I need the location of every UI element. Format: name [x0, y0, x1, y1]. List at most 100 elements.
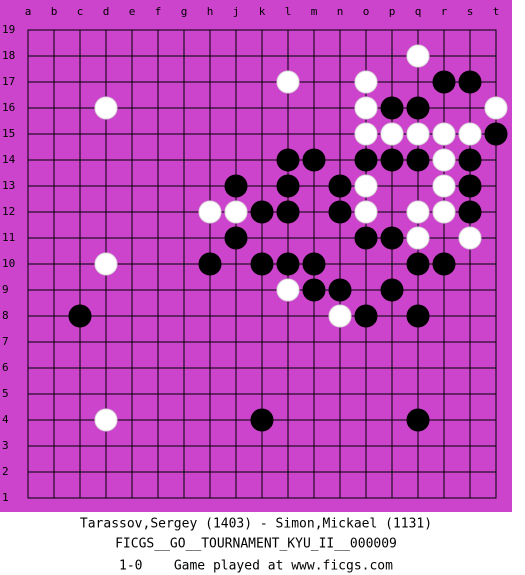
column-label: k [259, 5, 266, 18]
column-label: h [207, 5, 214, 18]
column-label: a [25, 5, 32, 18]
stone [68, 304, 92, 328]
stone [432, 148, 456, 172]
stone [458, 200, 482, 224]
row-label: 17 [2, 75, 15, 88]
column-label: s [467, 5, 474, 18]
row-label: 4 [2, 413, 9, 426]
row-label: 18 [2, 49, 15, 62]
stone [406, 96, 430, 120]
stone [458, 174, 482, 198]
stone [276, 252, 300, 276]
stone [276, 148, 300, 172]
row-label: 10 [2, 257, 15, 270]
stone [94, 408, 118, 432]
stone [276, 70, 300, 94]
stone [406, 148, 430, 172]
row-label: 13 [2, 179, 15, 192]
event: FICGS__GO__TOURNAMENT_KYU_II__000009 [115, 537, 397, 552]
row-label: 9 [2, 283, 9, 296]
column-label: o [363, 5, 370, 18]
stone [484, 122, 508, 146]
stone [458, 122, 482, 146]
stone [432, 252, 456, 276]
stone [354, 70, 378, 94]
stone [406, 122, 430, 146]
stone [380, 122, 404, 146]
stone [328, 200, 352, 224]
column-label: t [493, 5, 500, 18]
row-label: 5 [2, 387, 9, 400]
stone [484, 96, 508, 120]
stone [354, 226, 378, 250]
row-label: 19 [2, 23, 15, 36]
stone [354, 174, 378, 198]
stone [380, 226, 404, 250]
column-label: e [129, 5, 136, 18]
column-label: c [77, 5, 84, 18]
stone [380, 278, 404, 302]
column-label: p [389, 5, 396, 18]
stone [458, 70, 482, 94]
stone [224, 174, 248, 198]
stone [94, 96, 118, 120]
stone [250, 252, 274, 276]
row-label: 8 [2, 309, 9, 322]
stone [250, 408, 274, 432]
row-label: 1 [2, 491, 9, 504]
stone [458, 226, 482, 250]
row-label: 11 [2, 231, 15, 244]
column-label: j [233, 5, 240, 18]
stone [406, 44, 430, 68]
stone [224, 200, 248, 224]
column-label: m [311, 5, 318, 18]
column-label: d [103, 5, 110, 18]
stone [224, 226, 248, 250]
row-label: 2 [2, 465, 9, 478]
column-label: b [51, 5, 58, 18]
column-label: r [441, 5, 448, 18]
stone [406, 252, 430, 276]
stone [354, 148, 378, 172]
row-label: 16 [2, 101, 15, 114]
row-label: 14 [2, 153, 16, 166]
row-label: 6 [2, 361, 9, 374]
stone [198, 200, 222, 224]
row-label: 3 [2, 439, 9, 452]
stone [354, 200, 378, 224]
stone [250, 200, 274, 224]
result: 1-0 Game played at www.ficgs.com [119, 559, 393, 574]
stone [432, 70, 456, 94]
column-label: g [181, 5, 188, 18]
stone [354, 96, 378, 120]
column-label: n [337, 5, 344, 18]
stone [302, 148, 326, 172]
stone [328, 278, 352, 302]
row-label: 15 [2, 127, 15, 140]
stone [302, 252, 326, 276]
row-label: 7 [2, 335, 9, 348]
stone [406, 200, 430, 224]
stone [380, 148, 404, 172]
stone [354, 304, 378, 328]
stone [380, 96, 404, 120]
stone [432, 122, 456, 146]
stone [276, 278, 300, 302]
players: Tarassov,Sergey (1403) - Simon,Mickael (… [80, 517, 432, 532]
stone [406, 304, 430, 328]
stone [458, 148, 482, 172]
column-label: f [155, 5, 162, 18]
stone [432, 174, 456, 198]
stone [302, 278, 326, 302]
row-label: 12 [2, 205, 15, 218]
stone [94, 252, 118, 276]
column-label: l [285, 5, 292, 18]
stone [198, 252, 222, 276]
stone [354, 122, 378, 146]
stone [276, 200, 300, 224]
stone [406, 408, 430, 432]
stone [276, 174, 300, 198]
stone [328, 174, 352, 198]
column-label: q [415, 5, 422, 18]
